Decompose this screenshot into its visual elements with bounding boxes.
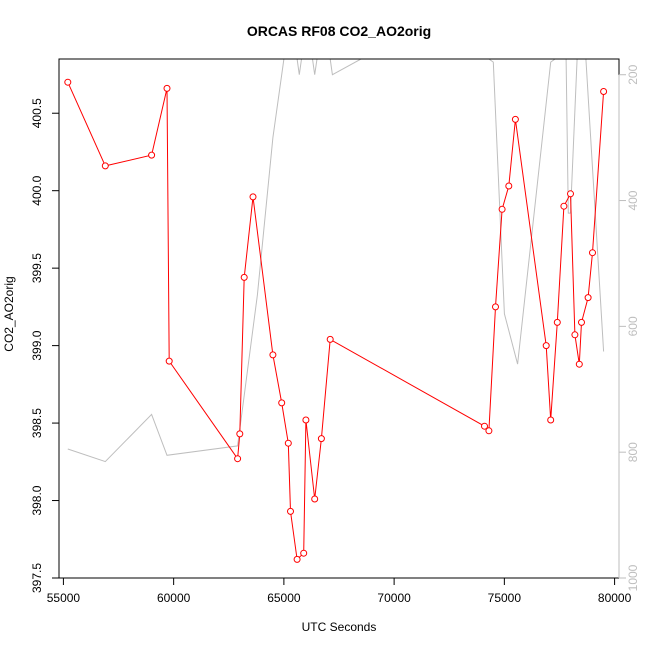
co2-data-point bbox=[278, 399, 286, 407]
co2-data-point bbox=[326, 335, 334, 343]
secondary-series-line bbox=[67, 59, 605, 463]
co2-data-point bbox=[234, 455, 242, 463]
co2-data-point bbox=[511, 115, 519, 123]
plot-frame bbox=[58, 58, 620, 579]
co2-data-point bbox=[64, 78, 72, 86]
y-tick-label: 399.0 bbox=[30, 330, 44, 360]
y-tick-label: 398.5 bbox=[30, 408, 44, 438]
co2-data-point bbox=[542, 342, 550, 350]
y2-tick-label: 800 bbox=[626, 442, 640, 462]
co2-series-line bbox=[67, 81, 605, 561]
co2-data-point bbox=[492, 303, 499, 311]
co2-data-point bbox=[578, 318, 585, 326]
co2-data-point bbox=[505, 182, 513, 190]
x-tick-label: 80000 bbox=[598, 591, 632, 605]
x-tick-label: 60000 bbox=[157, 591, 191, 605]
co2-data-point bbox=[317, 435, 325, 443]
co2-data-point bbox=[560, 202, 568, 210]
co2-data-point bbox=[481, 422, 488, 430]
y-tick-label: 398.0 bbox=[30, 485, 44, 515]
co2-data-point bbox=[300, 549, 308, 557]
co2-data-point bbox=[240, 273, 248, 281]
y-tick-label: 400.5 bbox=[30, 98, 44, 128]
y2-tick-label: 1000 bbox=[626, 564, 640, 591]
y2-tick-label: 400 bbox=[626, 190, 640, 210]
y2-tick-label: 600 bbox=[626, 316, 640, 336]
co2-data-point bbox=[589, 249, 596, 257]
x-axis-label: UTC Seconds bbox=[302, 620, 377, 634]
co2-data-point bbox=[284, 439, 292, 447]
co2-data-point bbox=[165, 357, 173, 365]
co2-data-point bbox=[293, 555, 301, 563]
y2-tick-label: 200 bbox=[626, 64, 640, 84]
co2-data-point bbox=[575, 360, 583, 368]
co2-data-point bbox=[101, 162, 109, 170]
co2-data-point bbox=[287, 507, 294, 515]
x-tick-label: 70000 bbox=[377, 591, 411, 605]
co2-data-point bbox=[584, 294, 592, 302]
co2-data-point bbox=[249, 193, 257, 201]
chart-title: ORCAS RF08 CO2_AO2orig bbox=[247, 23, 431, 39]
plot-area: 55000 60000 65000 70000 75000 80000 397.5 398.0… bbox=[30, 58, 640, 605]
y-tick-label: 400.0 bbox=[30, 175, 44, 205]
co2-data-point bbox=[269, 351, 277, 359]
co2-data-point bbox=[148, 151, 156, 159]
y-tick-label: 397.5 bbox=[30, 563, 44, 593]
co2-data-point bbox=[553, 318, 561, 326]
co2-data-point bbox=[571, 331, 579, 339]
co2-data-point bbox=[302, 416, 310, 424]
co2-data-point bbox=[547, 416, 555, 424]
co2-data-point bbox=[498, 205, 506, 213]
co2-data-point bbox=[236, 430, 244, 438]
x-tick-label: 75000 bbox=[488, 591, 522, 605]
co2-data-point bbox=[567, 190, 574, 198]
co2-data-point bbox=[163, 84, 171, 92]
y-axis-label: CO2_AO2orig bbox=[2, 276, 16, 351]
x-tick-label: 55000 bbox=[47, 591, 81, 605]
co2-data-point bbox=[600, 88, 608, 95]
y-tick-label: 399.5 bbox=[30, 253, 44, 283]
co2-data-point bbox=[485, 427, 493, 435]
co2-data-point bbox=[311, 495, 319, 503]
x-tick-label: 65000 bbox=[267, 591, 301, 605]
